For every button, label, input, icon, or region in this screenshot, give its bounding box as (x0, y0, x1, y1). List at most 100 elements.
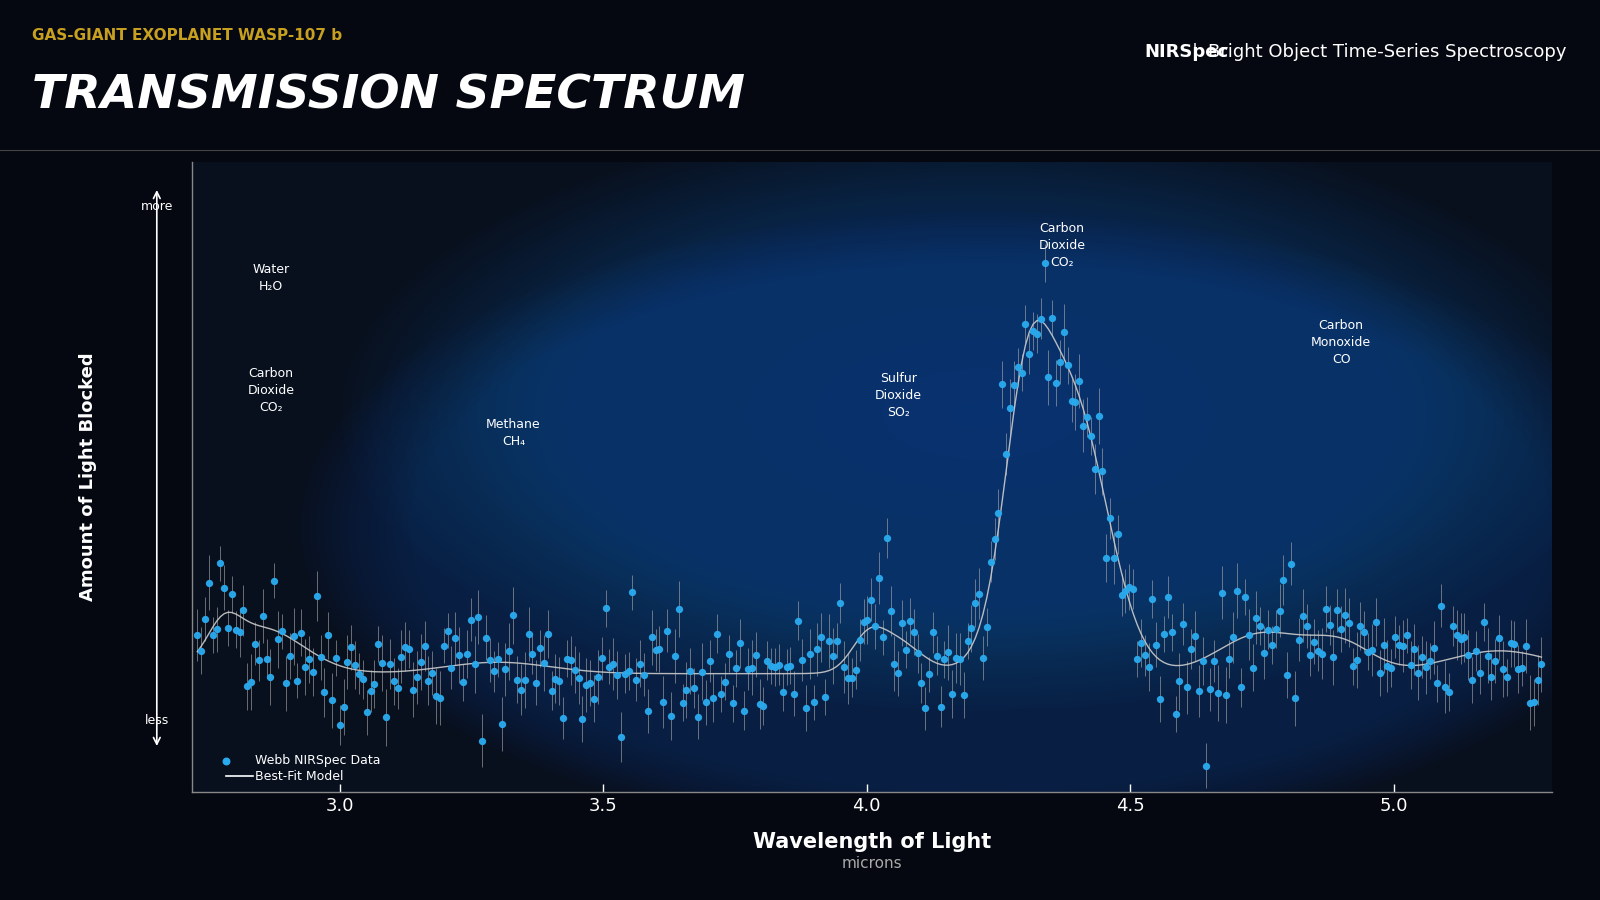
Point (643, 643, 669, 657)
Point (1021, 323, 1046, 338)
Point (339, 640, 365, 654)
Point (326, 718, 352, 733)
Point (365, 636, 390, 651)
Point (1286, 633, 1312, 647)
Point (482, 664, 507, 679)
Point (509, 682, 534, 697)
Point (416, 673, 442, 688)
Point (358, 684, 384, 698)
Point (1278, 556, 1304, 571)
Point (997, 400, 1022, 415)
Point (909, 676, 934, 690)
Point (1405, 665, 1430, 680)
Point (1120, 581, 1146, 596)
Point (1382, 630, 1408, 644)
Point (1440, 619, 1466, 634)
Point (523, 675, 549, 689)
Point (1139, 592, 1165, 607)
Point (635, 704, 661, 718)
Point (1202, 654, 1227, 669)
Point (397, 642, 422, 656)
Point (1421, 640, 1446, 654)
Point (307, 651, 333, 665)
Point (728, 636, 754, 651)
Point (1005, 360, 1030, 374)
Point (970, 651, 995, 665)
Point (531, 655, 557, 670)
Point (1248, 618, 1274, 633)
Point (1098, 511, 1123, 526)
Point (342, 658, 368, 672)
Point (266, 632, 291, 646)
Point (1290, 608, 1315, 623)
Point (794, 701, 819, 716)
Point (1514, 639, 1539, 653)
Point (1418, 654, 1443, 669)
Point (589, 651, 614, 665)
Point (1386, 637, 1411, 652)
Point (462, 657, 488, 671)
Point (898, 613, 923, 627)
Point (950, 688, 976, 702)
Point (1171, 616, 1197, 631)
Point (1032, 256, 1058, 270)
Point (515, 626, 541, 641)
Point (1240, 661, 1266, 675)
Point (1517, 696, 1542, 710)
Point (835, 671, 861, 686)
Point (200, 628, 226, 643)
Point (219, 587, 245, 601)
Point (885, 666, 910, 680)
Point (758, 659, 784, 673)
Point (770, 685, 795, 699)
Point (419, 666, 445, 680)
Point (354, 705, 379, 719)
Point (227, 625, 253, 639)
Point (474, 631, 499, 645)
Point (859, 592, 885, 607)
Point (890, 616, 915, 630)
Point (1051, 325, 1077, 339)
Text: Methane
CH₄: Methane CH₄ (486, 418, 541, 448)
Point (1166, 674, 1192, 688)
Point (458, 612, 483, 626)
Point (400, 682, 426, 697)
Point (813, 689, 838, 704)
Text: GAS-GIANT EXOPLANET WASP-107 b: GAS-GIANT EXOPLANET WASP-107 b (32, 28, 342, 42)
Point (709, 687, 734, 701)
Point (405, 670, 430, 684)
Point (1394, 628, 1419, 643)
Point (1070, 418, 1096, 433)
Point (994, 446, 1019, 461)
Point (1243, 610, 1269, 625)
Point (920, 626, 946, 640)
Text: TRANSMISSION SPECTRUM: TRANSMISSION SPECTRUM (32, 74, 746, 119)
Point (670, 696, 696, 710)
Text: Carbon
Dioxide
CO₂: Carbon Dioxide CO₂ (248, 367, 294, 414)
Point (1059, 393, 1085, 408)
Point (208, 556, 234, 571)
Point (1158, 626, 1184, 640)
Point (427, 691, 453, 706)
Point (211, 580, 237, 595)
Point (1013, 317, 1038, 331)
Point (1262, 621, 1288, 635)
Point (520, 646, 546, 661)
Point (774, 660, 800, 674)
Point (301, 664, 326, 679)
Text: Amount of Light Blocked: Amount of Light Blocked (78, 353, 98, 601)
Point (766, 657, 792, 671)
Point (1190, 653, 1216, 668)
Point (1074, 410, 1099, 424)
Text: Bright Object Time-Series Spectroscopy: Bright Object Time-Series Spectroscopy (1208, 43, 1566, 61)
Point (923, 649, 949, 663)
Point (1429, 598, 1454, 613)
Point (1186, 684, 1211, 698)
Point (1232, 590, 1258, 604)
Point (581, 692, 606, 706)
Point (334, 655, 360, 670)
Point (677, 663, 702, 678)
Point (1259, 638, 1285, 652)
Point (1224, 583, 1250, 598)
Point (384, 681, 410, 696)
